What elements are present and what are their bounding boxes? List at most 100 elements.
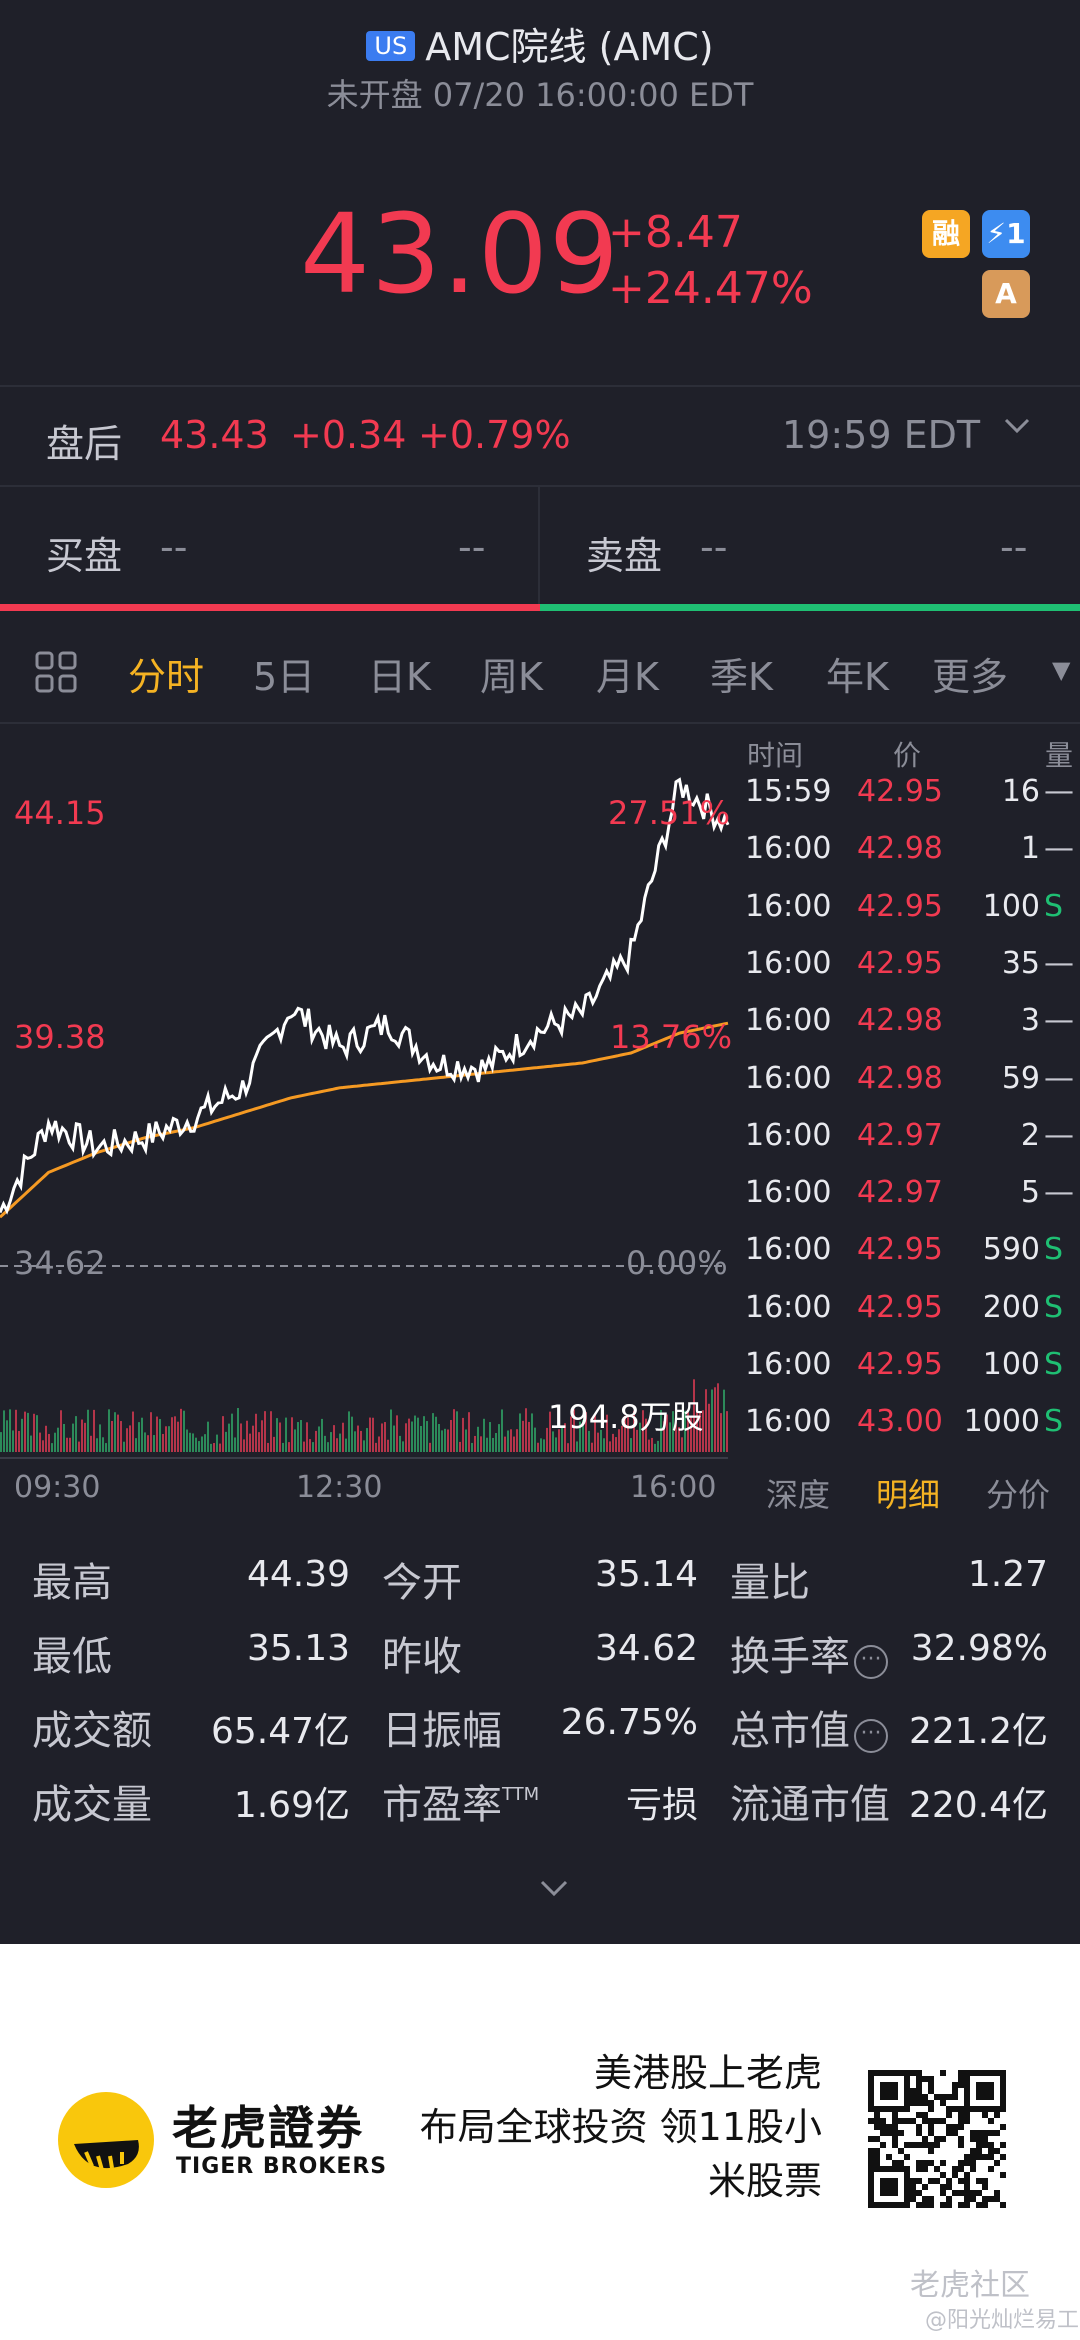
volume-bar bbox=[267, 1442, 269, 1452]
price-change: +8.47 +24.47% bbox=[608, 205, 813, 317]
tick-direction: S bbox=[1044, 1232, 1064, 1268]
tick-time: 15:59 bbox=[745, 774, 832, 809]
stat-amount-value: 65.47亿 bbox=[210, 1711, 350, 1752]
grid-icon[interactable] bbox=[34, 650, 78, 694]
volume-bar bbox=[192, 1433, 194, 1452]
more-info-icon[interactable]: ··· bbox=[854, 1645, 888, 1679]
tick-time: 16:00 bbox=[745, 945, 832, 981]
tick-header-time: 时间 bbox=[747, 739, 804, 772]
volume-bar bbox=[555, 1437, 557, 1452]
volume-bar bbox=[465, 1429, 467, 1452]
volume-bar bbox=[591, 1442, 593, 1452]
volume-bar bbox=[444, 1428, 446, 1452]
volume-bar bbox=[471, 1442, 473, 1452]
tab-more[interactable]: 更多 bbox=[932, 655, 1009, 699]
tick-time: 16:00 bbox=[745, 1175, 832, 1211]
tab-yearly-k[interactable]: 年K bbox=[826, 655, 889, 699]
stat-open-label: 今开 bbox=[382, 1560, 462, 1606]
tab-quarterly-k[interactable]: 季K bbox=[710, 655, 773, 699]
volume-bar bbox=[447, 1429, 449, 1452]
tick-row: 16:00 42.95 590 S bbox=[735, 1232, 1080, 1289]
volume-bar bbox=[573, 1409, 575, 1452]
volume-bar bbox=[249, 1433, 251, 1452]
stat-low-label: 最低 bbox=[32, 1634, 112, 1680]
subtab-depth[interactable]: 深度 bbox=[766, 1476, 831, 1514]
volume-bar bbox=[426, 1421, 428, 1452]
volume-bar bbox=[3, 1410, 5, 1452]
volume-bar bbox=[261, 1420, 263, 1452]
stat-vol-ratio-label: 量比 bbox=[730, 1560, 810, 1606]
volume-bar bbox=[660, 1409, 662, 1452]
promo-footer: 老虎證券 TIGER BROKERS 美港股上老虎 布局全球投资 领11股小 米… bbox=[0, 1944, 1080, 2340]
volume-bar bbox=[558, 1429, 560, 1452]
tick-volume: 5 bbox=[1020, 1175, 1040, 1211]
caret-down-icon[interactable]: ▼ bbox=[1052, 656, 1071, 684]
volume-bar bbox=[666, 1414, 668, 1452]
volume-bar bbox=[276, 1418, 278, 1452]
tick-row: 16:00 42.97 5— bbox=[735, 1175, 1080, 1232]
volume-bar bbox=[375, 1442, 377, 1452]
stat-high-label: 最高 bbox=[32, 1560, 112, 1606]
tab-monthly-k[interactable]: 月K bbox=[596, 655, 659, 699]
volume-bar bbox=[654, 1443, 656, 1452]
after-hours-change-pct: +0.79% bbox=[418, 413, 571, 457]
tick-direction: — bbox=[1044, 1175, 1074, 1211]
tick-direction: S bbox=[1044, 1289, 1064, 1325]
market-badge: US bbox=[366, 31, 416, 61]
tick-row: 16:00 42.95 100 S bbox=[735, 889, 1080, 946]
margin-badge-icon[interactable]: 融 bbox=[922, 210, 970, 258]
tab-intraday[interactable]: 分时 bbox=[128, 655, 205, 699]
avg-price-line bbox=[0, 1021, 729, 1219]
chevron-down-icon[interactable] bbox=[536, 1870, 572, 1915]
price-base-label: 34.62 bbox=[14, 1244, 106, 1282]
volume-bar bbox=[435, 1416, 437, 1452]
divider bbox=[0, 385, 1080, 387]
volume-bar bbox=[156, 1416, 158, 1452]
volume-bar bbox=[696, 1407, 698, 1452]
tick-direction: — bbox=[1044, 831, 1074, 867]
volume-bar bbox=[258, 1432, 260, 1452]
volume-bar bbox=[615, 1437, 617, 1452]
volume-bar bbox=[324, 1435, 326, 1452]
volume-bar bbox=[102, 1437, 104, 1452]
volume-bar bbox=[6, 1420, 8, 1452]
volume-bar bbox=[360, 1430, 362, 1452]
after-hours-row[interactable]: 盘后 43.43 +0.34 +0.79% 19:59 EDT bbox=[0, 385, 1080, 485]
volume-bar bbox=[504, 1436, 506, 1452]
tick-time: 16:00 bbox=[745, 1347, 832, 1382]
tab-daily-k[interactable]: 日K bbox=[368, 655, 431, 699]
tab-5day[interactable]: 5日 bbox=[253, 655, 316, 699]
volume-bar bbox=[675, 1420, 677, 1452]
stock-title: US AMC院线 (AMC) bbox=[0, 16, 1080, 71]
tick-price: 42.97 bbox=[857, 1117, 943, 1153]
subtab-price-dist[interactable]: 分价 bbox=[986, 1476, 1051, 1514]
volume-bar bbox=[243, 1439, 245, 1452]
chevron-down-icon[interactable] bbox=[1000, 409, 1034, 452]
tick-volume: 200 bbox=[982, 1289, 1040, 1325]
volume-bar bbox=[486, 1437, 488, 1452]
qr-code-icon[interactable] bbox=[868, 2070, 1006, 2208]
trade-ticks-panel[interactable]: 时间 价 量 15:59 42.95 16—16:00 42.98 1—16:00 42.… bbox=[735, 722, 1080, 1462]
flash-badge-icon[interactable]: ⚡1 bbox=[982, 210, 1030, 258]
volume-bar bbox=[114, 1412, 116, 1452]
volume-bar bbox=[582, 1419, 584, 1452]
volume-bar bbox=[642, 1410, 644, 1452]
subtab-detail[interactable]: 明细 bbox=[876, 1476, 941, 1514]
volume-bar bbox=[93, 1409, 95, 1452]
stat-amplitude-label: 日振幅 bbox=[382, 1708, 502, 1754]
divider bbox=[538, 487, 540, 607]
volume-bar bbox=[492, 1437, 494, 1452]
volume-bar bbox=[609, 1441, 611, 1452]
more-info-icon[interactable]: ··· bbox=[854, 1719, 888, 1753]
stat-turnover-label: 换手率 ··· bbox=[730, 1624, 888, 1682]
volume-bar bbox=[396, 1415, 398, 1452]
layers-badge-icon[interactable]: A bbox=[982, 270, 1030, 318]
intraday-chart-svg[interactable] bbox=[0, 722, 735, 1462]
volume-bar bbox=[645, 1418, 647, 1452]
stat-pe-text: 市盈率 bbox=[382, 1782, 502, 1828]
market-status: 未开盘 07/20 16:00:00 EDT bbox=[326, 76, 754, 114]
intraday-chart[interactable]: 44.15 39.38 34.62 27.51% 13.76% 0.00% 19… bbox=[0, 722, 735, 1505]
chart-period-tabs: 分时 5日 日K 周K 月K 季K 年K 更多 ▼ bbox=[0, 612, 1080, 722]
volume-bar bbox=[228, 1423, 230, 1452]
tab-weekly-k[interactable]: 周K bbox=[480, 655, 543, 699]
